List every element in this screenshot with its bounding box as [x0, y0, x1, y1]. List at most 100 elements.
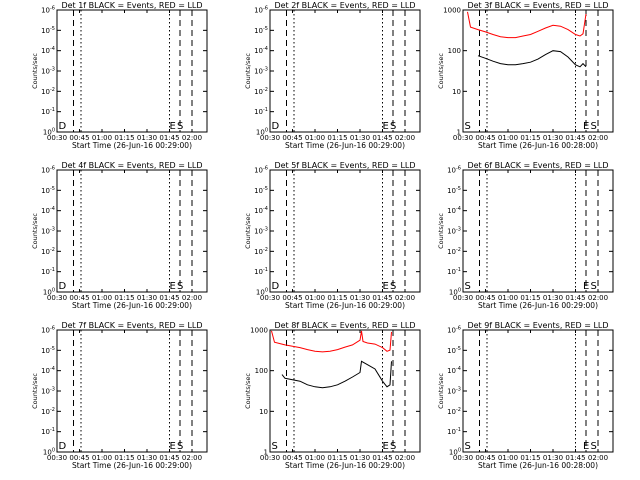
- x-tick-label: 01:30: [543, 454, 563, 462]
- detector-panel: Det 4f BLACK = Events, RED = LLD 00:30 00:…: [31, 161, 208, 310]
- y-axis-label: Counts/sec: [437, 53, 445, 89]
- y-tick-label: 1: [264, 449, 268, 457]
- event-marker-label: S: [591, 441, 597, 452]
- event-marker-label: D: [59, 281, 67, 292]
- y-tick-label: 10-4: [41, 366, 55, 375]
- event-marker-label: S: [177, 441, 183, 452]
- y-tick-label: 10-6: [41, 166, 55, 175]
- panel-title: Det 8f BLACK = Events, RED = LLD: [274, 321, 415, 330]
- event-marker-label: S: [390, 281, 396, 292]
- x-tick-label: 01:30: [137, 294, 157, 302]
- x-tick-label: 01:30: [350, 454, 370, 462]
- y-tick-label: 10-3: [447, 227, 461, 236]
- x-tick-label: 00:30: [453, 454, 473, 462]
- y-axis-label: Counts/sec: [244, 53, 252, 89]
- y-axis-label: Counts/sec: [437, 213, 445, 249]
- event-marker-label: S: [272, 441, 278, 452]
- y-tick-label: 10-3: [41, 387, 55, 396]
- event-marker-label: E: [383, 121, 389, 132]
- x-tick-label: 01:45: [372, 294, 392, 302]
- plot-frame: [462, 329, 614, 453]
- x-tick-label: 01:30: [137, 134, 157, 142]
- y-tick-label: 10-5: [254, 186, 268, 195]
- y-tick-label: 10-6: [447, 326, 461, 335]
- x-tick-label: 02:00: [395, 454, 415, 462]
- y-tick-label: 10-4: [254, 206, 268, 215]
- y-tick-label: 100: [43, 128, 55, 137]
- y-tick-label: 10-4: [447, 206, 461, 215]
- event-marker-label: S: [465, 121, 471, 132]
- x-tick-label: 00:30: [260, 454, 280, 462]
- x-tick-label: 01:00: [92, 454, 112, 462]
- series-line: [467, 11, 587, 39]
- detector-panel: Det 3f BLACK = Events, RED = LLD 00:30 00:…: [437, 1, 614, 150]
- series-line: [281, 360, 392, 389]
- event-marker-label: E: [583, 441, 589, 452]
- x-tick-label: 00:45: [282, 454, 302, 462]
- event-marker-label: D: [59, 441, 67, 452]
- x-tick-label: 02:00: [395, 134, 415, 142]
- x-tick-label: 01:00: [92, 134, 112, 142]
- x-tick-label: 00:45: [69, 134, 89, 142]
- x-tick-label: 01:45: [159, 294, 179, 302]
- y-tick-label: 10-6: [447, 166, 461, 175]
- event-marker-label: E: [170, 441, 176, 452]
- x-tick-label: 01:00: [498, 454, 518, 462]
- panel-title: Det 5f BLACK = Events, RED = LLD: [274, 161, 415, 170]
- detector-panel: Det 8f BLACK = Events, RED = LLD 00:30 00:…: [244, 321, 421, 470]
- x-tick-label: 00:30: [47, 134, 67, 142]
- x-tick-label: 01:45: [372, 454, 392, 462]
- x-tick-label: 00:45: [475, 454, 495, 462]
- series-line: [271, 330, 392, 353]
- plot-frame: [56, 9, 208, 133]
- y-tick-label: 100: [449, 448, 461, 457]
- plot-frame: [56, 329, 208, 453]
- x-tick-label: 01:45: [372, 134, 392, 142]
- y-tick-label: 1000: [443, 7, 461, 15]
- event-marker-label: E: [170, 121, 176, 132]
- y-tick-label: 10-5: [41, 186, 55, 195]
- event-marker-label: E: [583, 121, 589, 132]
- x-tick-label: 01:00: [305, 134, 325, 142]
- event-marker-label: D: [59, 121, 67, 132]
- detector-panel: Det 6f BLACK = Events, RED = LLD 00:30 00:…: [437, 161, 614, 310]
- y-axis-label: Counts/sec: [31, 213, 39, 249]
- detector-panel: Det 9f BLACK = Events, RED = LLD 00:30 00:…: [437, 321, 614, 470]
- event-marker-label: S: [177, 281, 183, 292]
- event-marker-label: E: [170, 281, 176, 292]
- x-axis-label: Start Time (26-Jun-16 00:29:00): [72, 141, 192, 150]
- panel-title: Det 3f BLACK = Events, RED = LLD: [467, 1, 608, 10]
- x-axis-label: Start Time (26-Jun-16 00:29:00): [72, 461, 192, 470]
- y-tick-label: 10-6: [41, 6, 55, 15]
- event-marker-label: S: [177, 121, 183, 132]
- y-axis-label: Counts/sec: [437, 373, 445, 409]
- x-tick-label: 02:00: [588, 454, 608, 462]
- x-tick-label: 00:45: [69, 294, 89, 302]
- x-tick-label: 02:00: [182, 134, 202, 142]
- x-tick-label: 02:00: [395, 294, 415, 302]
- x-tick-label: 01:30: [543, 294, 563, 302]
- y-tick-label: 100: [43, 448, 55, 457]
- x-tick-label: 01:15: [520, 294, 540, 302]
- x-axis-label: Start Time (26-Jun-16 00:29:00): [285, 301, 405, 310]
- plot-frame: [269, 169, 421, 293]
- y-axis-label: Counts/sec: [244, 373, 252, 409]
- event-marker-label: D: [272, 281, 280, 292]
- event-marker-label: E: [383, 441, 389, 452]
- x-axis-label: Start Time (26-Jun-16 00:29:00): [72, 301, 192, 310]
- x-tick-label: 01:45: [565, 134, 585, 142]
- y-tick-label: 10-2: [254, 87, 268, 96]
- x-tick-label: 01:30: [350, 294, 370, 302]
- event-marker-label: S: [390, 441, 396, 452]
- detector-panel: Det 1f BLACK = Events, RED = LLD 00:30 00:…: [31, 1, 208, 150]
- y-tick-label: 10-3: [41, 67, 55, 76]
- y-tick-label: 10-4: [41, 46, 55, 55]
- y-axis-label: Counts/sec: [31, 53, 39, 89]
- y-tick-label: 10-3: [447, 387, 461, 396]
- x-tick-label: 01:15: [327, 134, 347, 142]
- x-tick-label: 01:00: [305, 294, 325, 302]
- panel-title: Det 7f BLACK = Events, RED = LLD: [61, 321, 202, 330]
- detector-panel: Det 5f BLACK = Events, RED = LLD 00:30 00:…: [244, 161, 421, 310]
- plot-frame: [269, 9, 421, 133]
- x-tick-label: 01:15: [327, 294, 347, 302]
